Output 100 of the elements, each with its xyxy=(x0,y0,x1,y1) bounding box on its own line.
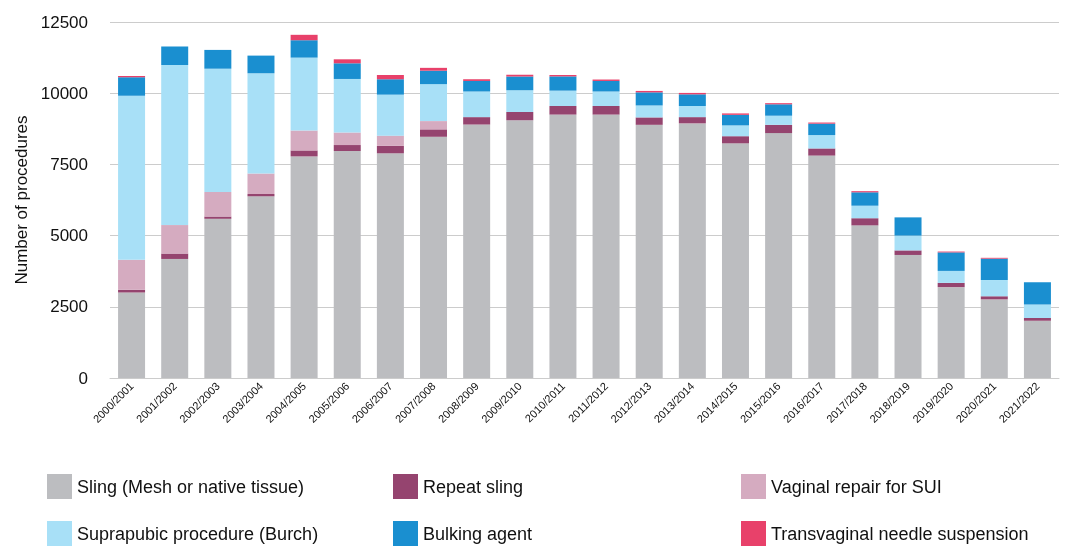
bar xyxy=(290,150,318,157)
bar xyxy=(635,124,663,378)
bar xyxy=(420,84,448,122)
bar xyxy=(290,34,318,41)
bar xyxy=(376,74,404,80)
bar xyxy=(506,120,534,378)
bar xyxy=(118,95,146,260)
legend-label: Sling (Mesh or native tissue) xyxy=(77,476,305,497)
bar xyxy=(765,133,793,378)
bar xyxy=(894,235,922,251)
bar xyxy=(894,217,922,236)
bar xyxy=(678,117,706,124)
bar xyxy=(247,73,275,174)
bar xyxy=(290,40,318,58)
bar xyxy=(247,196,275,378)
bar xyxy=(721,114,749,126)
bar xyxy=(204,218,232,378)
bar xyxy=(420,67,448,71)
bar xyxy=(161,225,189,254)
bar xyxy=(592,91,620,107)
bar xyxy=(463,91,491,118)
bar xyxy=(980,299,1008,378)
bar xyxy=(937,270,965,283)
bar xyxy=(118,259,146,290)
bar xyxy=(161,46,189,65)
bar xyxy=(765,104,793,116)
legend-label: Transvaginal needle suspension xyxy=(771,523,1029,544)
bar xyxy=(161,258,189,378)
legend-label: Repeat sling xyxy=(423,476,524,497)
bar xyxy=(420,70,448,85)
bar xyxy=(506,112,534,121)
bar xyxy=(333,132,361,146)
bar xyxy=(592,114,620,378)
y-axis-title: Number of procedures xyxy=(11,115,31,285)
bar xyxy=(204,49,232,69)
bar xyxy=(290,156,318,378)
y-tick-label: 2500 xyxy=(50,297,88,317)
bar xyxy=(937,282,965,288)
bar xyxy=(765,115,793,125)
bar xyxy=(333,151,361,378)
bar xyxy=(1023,317,1051,321)
bar xyxy=(506,76,534,91)
bar xyxy=(1023,304,1051,318)
bar xyxy=(592,80,620,92)
bar xyxy=(721,136,749,144)
y-tick-label: 10000 xyxy=(40,83,88,103)
bar xyxy=(420,129,448,137)
bar xyxy=(980,280,1008,297)
bar xyxy=(376,79,404,95)
bar xyxy=(549,106,577,115)
bar xyxy=(118,292,146,378)
bar xyxy=(333,78,361,133)
bar xyxy=(204,68,232,193)
bar xyxy=(808,123,836,136)
bar xyxy=(894,250,922,255)
bar xyxy=(118,77,146,96)
legend-label: Suprapubic procedure (Burch) xyxy=(77,523,319,544)
bar xyxy=(376,145,404,154)
bar xyxy=(678,94,706,107)
bar xyxy=(592,106,620,115)
bar xyxy=(376,135,404,146)
bar xyxy=(808,155,836,378)
bar xyxy=(1023,282,1051,305)
bar xyxy=(894,254,922,378)
bar xyxy=(721,143,749,378)
bar xyxy=(721,125,749,137)
bar xyxy=(463,117,491,125)
bar xyxy=(290,130,318,151)
bar xyxy=(549,90,577,107)
bar xyxy=(765,124,793,134)
bar xyxy=(851,218,879,226)
y-tick-label: 5000 xyxy=(50,226,88,246)
bar xyxy=(333,63,361,79)
bar xyxy=(851,225,879,378)
bar xyxy=(463,124,491,378)
bar xyxy=(247,173,275,195)
bar xyxy=(980,258,1008,281)
bar xyxy=(808,135,836,149)
bar xyxy=(549,114,577,378)
bar xyxy=(937,287,965,378)
bar xyxy=(980,296,1008,300)
legend-label: Bulking agent xyxy=(423,523,533,544)
bar xyxy=(333,145,361,152)
bar xyxy=(247,55,275,74)
y-tick-label: 0 xyxy=(78,368,88,388)
bar xyxy=(420,121,448,130)
legend-label: Vaginal repair for SUI xyxy=(771,476,942,497)
bar xyxy=(118,289,146,293)
bar xyxy=(204,192,232,217)
bar xyxy=(290,57,318,131)
bar xyxy=(851,192,879,206)
bar xyxy=(808,148,836,156)
bar xyxy=(549,76,577,91)
bar xyxy=(463,80,491,92)
bar xyxy=(635,105,663,118)
bar xyxy=(161,253,189,259)
bar xyxy=(678,123,706,378)
bar xyxy=(635,92,663,106)
bar xyxy=(161,65,189,226)
bar xyxy=(851,205,879,219)
